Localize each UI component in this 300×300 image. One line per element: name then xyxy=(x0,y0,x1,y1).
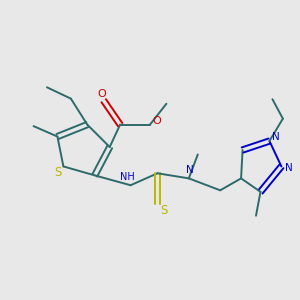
Text: N: N xyxy=(285,163,293,173)
Text: NH: NH xyxy=(120,172,134,182)
Text: S: S xyxy=(54,167,62,179)
Text: S: S xyxy=(160,204,167,217)
Text: O: O xyxy=(98,89,106,99)
Text: N: N xyxy=(272,132,280,142)
Text: N: N xyxy=(186,165,194,175)
Text: O: O xyxy=(152,116,161,126)
